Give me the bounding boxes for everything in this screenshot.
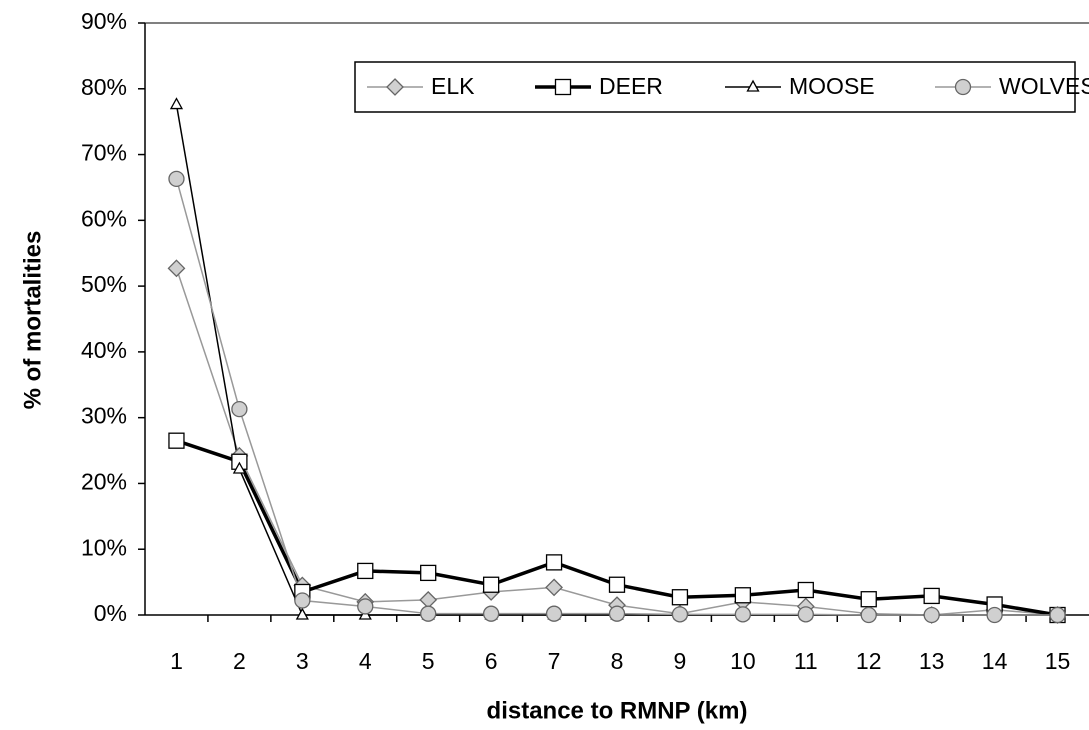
marker (482, 605, 500, 622)
x-tick-label: 1 (170, 648, 183, 674)
series-line (175, 268, 1058, 616)
marker (357, 598, 374, 615)
marker (294, 592, 311, 609)
marker (954, 78, 972, 96)
marker (923, 606, 940, 624)
legend-label: ELK (431, 73, 475, 99)
y-tick-label: 20% (81, 469, 127, 495)
legend-label: WOLVES (999, 73, 1089, 99)
x-tick-label: 7 (548, 648, 561, 674)
marker (295, 607, 309, 620)
marker (554, 78, 572, 96)
y-tick-label: 50% (81, 271, 127, 297)
legend-label: MOOSE (789, 73, 875, 99)
x-tick-label: 14 (982, 648, 1008, 674)
marker (923, 587, 940, 605)
marker (545, 554, 563, 571)
x-tick-label: 2 (233, 648, 246, 674)
marker (420, 564, 437, 582)
x-tick-label: 10 (730, 648, 756, 674)
marker (419, 590, 438, 609)
marker (746, 79, 760, 92)
marker (797, 606, 814, 623)
y-tick-label: 70% (81, 140, 127, 166)
x-tick-label: 15 (1045, 648, 1071, 674)
marker (986, 606, 1003, 624)
x-tick-label: 9 (674, 648, 687, 674)
marker (420, 605, 437, 622)
y-tick-label: 0% (94, 600, 127, 626)
y-tick-label: 30% (81, 403, 127, 429)
marker (1049, 606, 1066, 624)
x-tick-label: 8 (611, 648, 624, 674)
y-tick-label: 10% (81, 534, 127, 560)
marker (860, 606, 877, 624)
series-line (175, 178, 1058, 616)
marker (545, 578, 563, 597)
marker (167, 259, 186, 278)
marker (734, 606, 752, 623)
marker (231, 400, 248, 418)
x-axis-label: distance to RMNP (km) (487, 697, 748, 724)
marker (608, 576, 626, 593)
marker (671, 606, 689, 623)
y-tick-label: 40% (81, 337, 127, 363)
marker (168, 170, 185, 188)
marker (482, 576, 500, 593)
x-tick-label: 12 (856, 648, 882, 674)
x-tick-label: 13 (919, 648, 945, 674)
marker (734, 587, 752, 604)
marker (386, 78, 404, 96)
marker (232, 461, 246, 474)
marker (168, 432, 185, 449)
series-line (175, 104, 1058, 616)
x-tick-label: 11 (794, 648, 818, 674)
y-tick-label: 60% (81, 205, 127, 231)
legend-box (354, 61, 1076, 113)
legend-label: DEER (599, 73, 663, 99)
y-tick-label: 90% (81, 8, 127, 34)
x-tick-label: 4 (359, 648, 372, 674)
marker (357, 562, 374, 580)
y-tick-label: 80% (81, 74, 127, 100)
marker (797, 581, 814, 599)
x-tick-label: 6 (485, 648, 498, 674)
x-tick-label: 5 (422, 648, 435, 674)
marker (608, 605, 626, 622)
y-axis-label: % of mortalities (19, 231, 46, 410)
marker (545, 605, 563, 622)
marker (860, 591, 877, 608)
marker (169, 97, 184, 110)
x-tick-label: 3 (296, 648, 309, 674)
marker (671, 589, 689, 606)
